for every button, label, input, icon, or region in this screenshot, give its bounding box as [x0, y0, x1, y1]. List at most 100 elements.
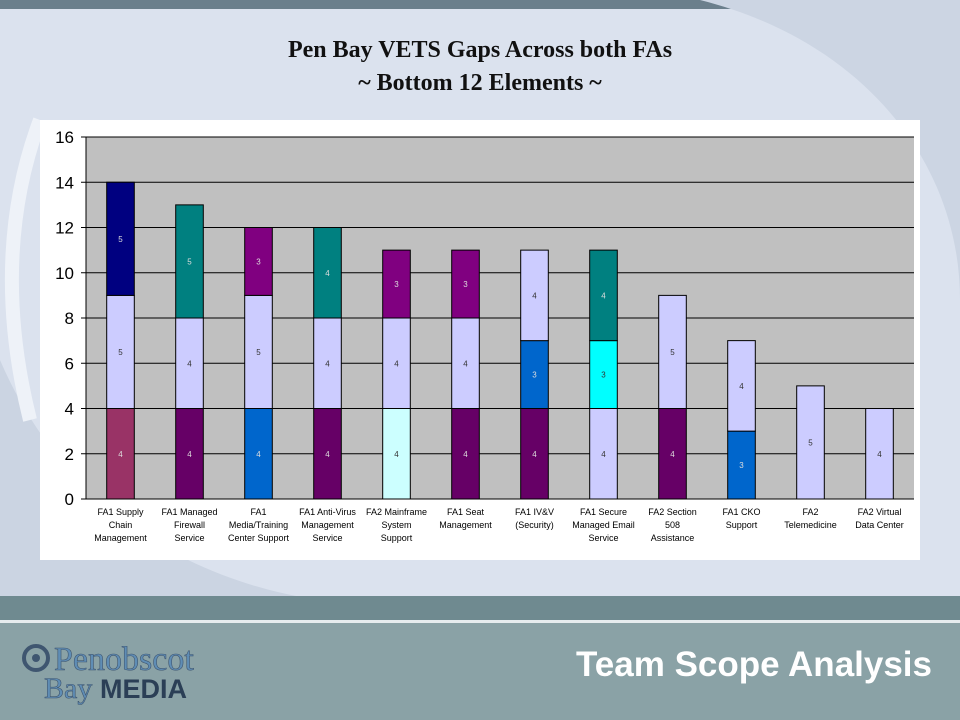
bar-segment	[658, 294, 687, 409]
bar-segment	[727, 340, 756, 432]
x-tick-label: Managed Email	[572, 520, 635, 530]
x-tick-label: System	[381, 520, 411, 530]
section-heading: Team Scope Analysis	[576, 645, 932, 684]
data-label: 4	[325, 359, 330, 368]
svg-text:Penobscot: Penobscot	[54, 641, 194, 678]
y-tick-label: 14	[55, 173, 74, 192]
penobscot-bay-media-logo: Penobscot Bay MEDIA	[22, 641, 195, 705]
data-label: 3	[532, 371, 537, 380]
bar-segment	[244, 227, 273, 296]
x-tick-label: 508	[665, 520, 680, 530]
x-tick-label: FA1 CKO	[722, 507, 760, 517]
footer-band-top	[0, 596, 960, 620]
x-tick-label: Management	[301, 520, 354, 530]
x-tick-label: Management	[439, 520, 492, 530]
y-tick-label: 0	[65, 490, 74, 509]
y-tick-label: 2	[65, 445, 74, 464]
stacked-bar-chart: 0 2 4 6 8 10 12 14 16 4 5 5 FA1 Supply Chain Managemen…	[55, 128, 914, 543]
x-tick-label: Chain	[109, 520, 133, 530]
data-label: 3	[463, 280, 468, 289]
svg-text:MEDIA: MEDIA	[100, 674, 187, 704]
x-tick-label: FA2 Mainframe	[366, 507, 427, 517]
bar-segment	[451, 249, 480, 319]
x-tick-label: FA1 IV&V	[515, 507, 554, 517]
data-label: 4	[670, 450, 675, 459]
top-accent-bar	[0, 0, 960, 9]
data-label: 5	[187, 257, 192, 266]
data-label: 4	[394, 359, 399, 368]
data-label: 4	[877, 450, 882, 459]
x-tick-label: FA1 Anti-Virus	[299, 507, 356, 517]
x-tick-label: FA1 Seat	[447, 507, 485, 517]
data-label: 4	[325, 450, 330, 459]
x-tick-label: Firewall	[174, 520, 205, 530]
x-tick-label: FA2 Virtual	[858, 507, 902, 517]
y-tick-label: 4	[65, 400, 74, 419]
bar-segment	[520, 249, 549, 342]
x-tick-label: FA2 Section	[648, 507, 697, 517]
data-label: 5	[118, 348, 123, 357]
data-label: 5	[118, 235, 123, 244]
bar-segment	[313, 227, 342, 319]
x-tick-label: Data Center	[855, 520, 904, 530]
title-line-1: Pen Bay VETS Gaps Across both FAs	[287, 37, 673, 63]
x-tick-label: Management	[94, 533, 147, 543]
y-tick-label: 16	[55, 128, 74, 147]
data-label: 4	[187, 450, 192, 459]
bar-segment	[106, 294, 135, 409]
bar-segment	[244, 408, 273, 500]
bar-segment	[727, 430, 756, 500]
x-tick-label: FA1 Managed	[161, 507, 217, 517]
x-tick-label: Support	[726, 520, 758, 530]
footer-divider	[0, 620, 960, 623]
bar-segment	[175, 408, 204, 500]
data-label: 4	[532, 291, 537, 300]
y-tick-label: 8	[65, 309, 74, 328]
x-tick-label: (Security)	[515, 520, 554, 530]
y-tick-label: 6	[65, 354, 74, 373]
x-tick-label: Assistance	[651, 533, 695, 543]
bar-segment	[382, 249, 411, 319]
data-label: 4	[394, 450, 399, 459]
bar-segment	[520, 408, 549, 500]
data-label: 4	[256, 450, 261, 459]
data-label: 4	[601, 450, 606, 459]
bar-segment	[451, 408, 480, 500]
data-label: 4	[463, 359, 468, 368]
chart-panel: 0 2 4 6 8 10 12 14 16 4 5 5 FA1 Supply Chain Managemen…	[40, 120, 920, 560]
data-label: 4	[463, 450, 468, 459]
bar-segment	[658, 408, 687, 500]
data-label: 4	[325, 269, 330, 278]
bar-segment	[382, 317, 411, 409]
bar-segment	[382, 408, 411, 500]
bar-segment	[589, 249, 618, 342]
bar-segment	[175, 204, 204, 319]
x-tick-label: Service	[588, 533, 618, 543]
x-tick-label: FA1 Supply	[97, 507, 144, 517]
title-line-2: ~ Bottom 12 Elements ~	[358, 70, 602, 96]
data-label: 3	[256, 257, 261, 266]
x-tick-label: FA1 Secure	[580, 507, 627, 517]
x-tick-label: Service	[312, 533, 342, 543]
data-label: 3	[739, 461, 744, 470]
x-tick-label: FA2	[802, 507, 818, 517]
svg-text:Bay: Bay	[44, 672, 92, 705]
data-label: 4	[601, 291, 606, 300]
x-tick-label: Service	[174, 533, 204, 543]
bar-segment	[589, 340, 618, 409]
bar-segment	[520, 340, 549, 409]
data-label: 4	[532, 450, 537, 459]
bar-segment	[589, 408, 618, 500]
y-tick-label: 10	[55, 264, 74, 283]
data-label: 5	[808, 438, 813, 447]
y-tick-label: 12	[55, 219, 74, 238]
data-label: 3	[394, 280, 399, 289]
data-label: 5	[670, 348, 675, 357]
bar-segment	[175, 317, 204, 409]
bar-segment	[865, 408, 894, 500]
x-tick-label: Telemedicine	[784, 520, 837, 530]
data-label: 4	[118, 450, 123, 459]
bar-segment	[106, 181, 135, 296]
x-tick-label: FA1	[250, 507, 266, 517]
data-label: 3	[601, 371, 606, 380]
